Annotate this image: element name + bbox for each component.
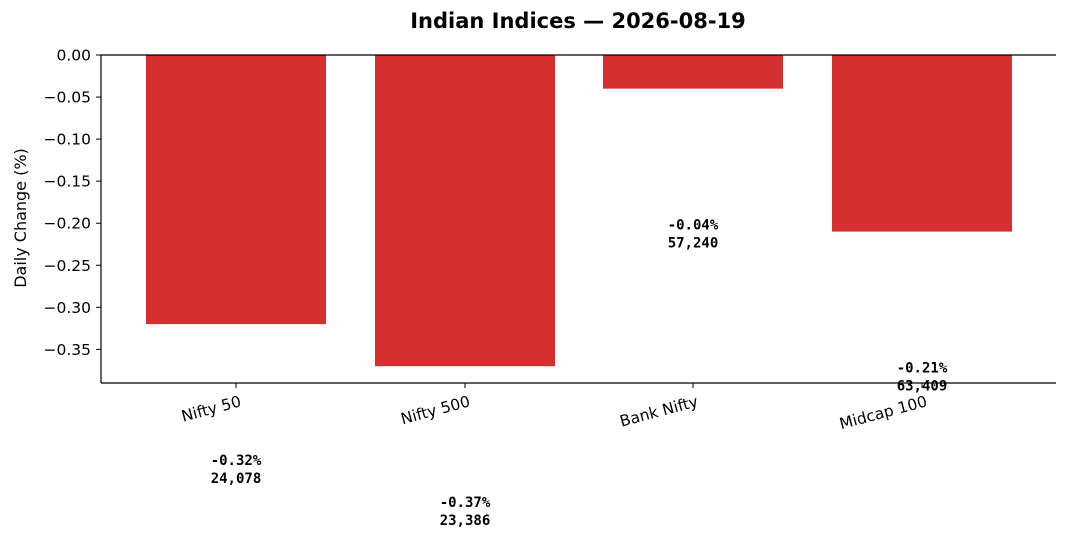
y-tick-label: −0.30: [44, 299, 92, 317]
x-tick-label: Bank Nifty: [618, 392, 700, 430]
data-label-level: 57,240: [668, 236, 719, 252]
y-tick-label: 0.00: [56, 47, 91, 65]
bar: [603, 55, 783, 89]
x-tick-label: Nifty 500: [399, 392, 472, 428]
y-tick-label: −0.20: [44, 215, 92, 233]
data-label-change: -0.32%: [211, 453, 262, 469]
data-label-level: 63,409: [897, 379, 948, 395]
plot-area: 0.00 −0.05 −0.10 −0.15 −0.20 −0.25 −0.30 −0.35 N…: [44, 47, 1056, 529]
y-tick-label: −0.25: [44, 257, 92, 275]
data-label-level: 23,386: [440, 513, 491, 529]
y-tick-label: −0.10: [44, 131, 92, 149]
data-label-change: -0.04%: [668, 218, 719, 234]
y-axis-label: Daily Change (%): [11, 148, 30, 288]
bar: [832, 55, 1012, 232]
y-tick-label: −0.35: [44, 341, 92, 359]
bar: [375, 55, 555, 367]
bar: [146, 55, 326, 325]
x-tick-label: Midcap 100: [838, 392, 929, 433]
data-label-level: 24,078: [211, 471, 262, 487]
y-tick-label: −0.05: [44, 89, 92, 107]
y-tick-label: −0.15: [44, 173, 92, 191]
data-label-change: -0.37%: [440, 495, 491, 511]
x-tick-label: Nifty 50: [179, 392, 243, 425]
data-label-change: -0.21%: [897, 361, 948, 377]
chart-title: Indian Indices — 2026-08-19: [410, 9, 746, 33]
